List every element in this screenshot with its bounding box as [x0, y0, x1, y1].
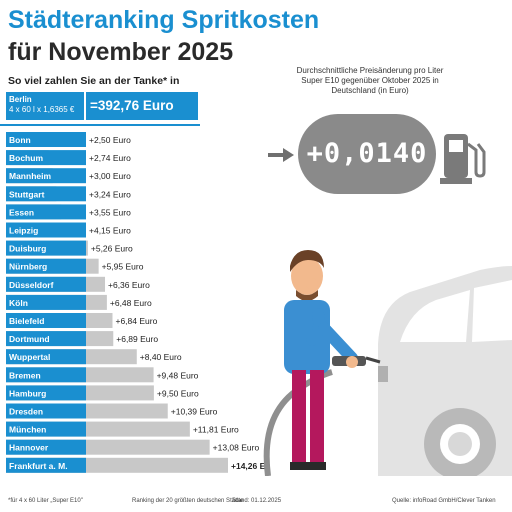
base-city-box: Berlin 4 x 60 l x 1,6365 €	[6, 92, 84, 120]
category-box-15	[6, 385, 86, 401]
category-label-14: Bremen	[9, 370, 41, 380]
value-label-4: +3,24 Euro	[89, 189, 131, 199]
ranking-note: Ranking der 20 größten deutschen Städte	[132, 498, 244, 504]
category-box-7	[6, 240, 86, 256]
title-line-1: Städteranking Spritkosten	[8, 6, 320, 34]
arrow-right-icon	[268, 148, 294, 162]
category-box-18	[6, 439, 86, 455]
man-refueling-car-illustration	[263, 250, 512, 476]
category-box-2	[6, 150, 86, 166]
value-label-7: +5,26 Euro	[91, 244, 133, 254]
category-label-13: Wuppertal	[9, 352, 50, 362]
category-label-8: Nürnberg	[9, 262, 47, 272]
category-label-3: Mannheim	[9, 171, 51, 181]
source-note: Quelle: infoRoad GmbH/Clever Tanken	[392, 498, 496, 504]
value-label-9: +6,36 Euro	[108, 280, 150, 290]
value-label-3: +3,00 Euro	[89, 171, 131, 181]
base-value: =392,76 Euro	[86, 92, 198, 120]
category-label-15: Hamburg	[9, 388, 46, 398]
value-label-16: +10,39 Euro	[171, 407, 218, 417]
category-label-5: Essen	[9, 207, 34, 217]
category-box-12	[6, 331, 86, 347]
category-label-12: Dortmund	[9, 334, 50, 344]
category-box-13	[6, 349, 86, 365]
category-box-5	[6, 204, 86, 220]
value-label-19: +14,26 Euro	[231, 461, 270, 471]
category-label-16: Dresden	[9, 407, 43, 417]
value-label-17: +11,81 Euro	[193, 425, 239, 435]
title-line-2: für November 2025	[8, 38, 234, 66]
category-box-19	[6, 457, 86, 473]
category-box-1	[6, 132, 86, 147]
category-box-16	[6, 403, 86, 419]
base-formula: 4 x 60 l x 1,6365 €	[9, 105, 75, 114]
value-label-10: +6,48 Euro	[110, 298, 152, 308]
category-box-6	[6, 222, 86, 238]
category-box-17	[6, 421, 86, 437]
value-label-11: +6,84 Euro	[115, 316, 157, 326]
category-label-10: Köln	[9, 298, 28, 308]
value-label-13: +8,40 Euro	[140, 352, 182, 362]
category-box-9	[6, 276, 86, 292]
category-label-11: Bielefeld	[9, 316, 44, 326]
fuel-pump-icon	[440, 134, 486, 184]
value-label-18: +13,08 Euro	[213, 443, 260, 453]
value-label-2: +2,74 Euro	[89, 153, 131, 163]
category-box-8	[6, 258, 86, 274]
category-label-2: Bochum	[9, 153, 43, 163]
category-box-11	[6, 313, 86, 328]
price-change-display: +0,0140	[306, 138, 428, 169]
category-label-7: Duisburg	[9, 244, 46, 254]
value-label-14: +9,48 Euro	[157, 370, 199, 380]
category-box-14	[6, 367, 86, 383]
category-label-18: Hannover	[9, 443, 49, 453]
footnote: *für 4 x 60 Liter „Super E10"	[8, 498, 83, 504]
divider	[0, 124, 200, 126]
category-box-10	[6, 294, 86, 310]
value-label-15: +9,50 Euro	[157, 388, 199, 398]
category-label-6: Leipzig	[9, 226, 38, 236]
value-label-5: +3,55 Euro	[89, 207, 131, 217]
category-box-3	[6, 168, 86, 184]
category-box-4	[6, 186, 86, 202]
category-label-19: Frankfurt a. M.	[9, 461, 68, 471]
subtitle: So viel zahlen Sie an der Tanke* in	[8, 75, 180, 87]
category-label-4: Stuttgart	[9, 189, 45, 199]
bar-chart: Bonn +2,50 Euro Bochum +2,74 Euro Mannheim +3…	[6, 132, 270, 473]
category-label-1: Bonn	[9, 135, 31, 145]
value-label-12: +6,89 Euro	[116, 334, 158, 344]
date-note: Stand: 01.12.2025	[232, 498, 282, 504]
category-label-17: München	[9, 425, 46, 435]
value-label-8: +5,95 Euro	[102, 262, 144, 272]
price-display-panel	[298, 114, 436, 194]
value-label-1: +2,50 Euro	[89, 135, 131, 145]
value-label-6: +4,15 Euro	[89, 226, 131, 236]
category-label-9: Düsseldorf	[9, 280, 54, 290]
info-text: Durchschnittliche Preisänderung pro Lite…	[296, 66, 444, 95]
base-city: Berlin	[9, 95, 32, 104]
